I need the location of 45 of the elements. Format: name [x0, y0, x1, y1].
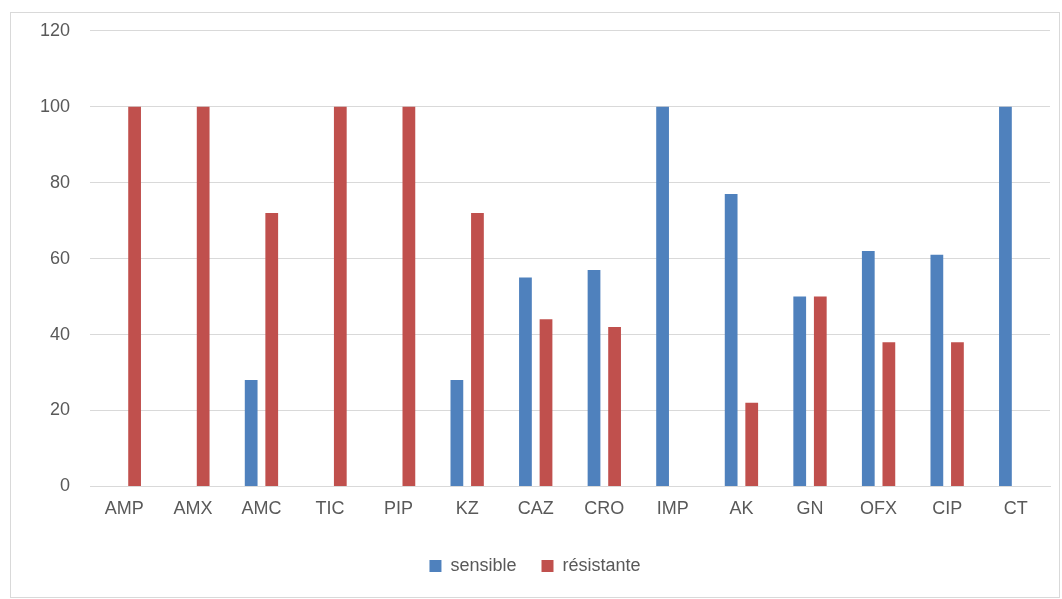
bar [450, 380, 464, 486]
y-tick-label: 60 [50, 247, 71, 268]
x-tick-label: IMP [656, 498, 689, 519]
x-tick-label: TIC [315, 498, 345, 519]
bar [724, 194, 738, 486]
bar [793, 296, 807, 486]
bar [930, 254, 944, 486]
legend-label: résistante [562, 554, 641, 575]
x-tick-label: GN [796, 498, 824, 519]
y-tick-label: 0 [60, 475, 71, 496]
bar [999, 106, 1012, 486]
y-tick-label: 120 [39, 19, 71, 40]
x-tick-label: OFX [860, 498, 898, 519]
bar [539, 319, 553, 486]
bar [813, 296, 827, 486]
y-tick-label: 100 [39, 95, 71, 116]
y-tick-label: 20 [50, 399, 71, 420]
bar [519, 277, 532, 486]
x-tick-label: CIP [932, 498, 963, 519]
legend-label: sensible [450, 554, 517, 575]
bar [882, 342, 896, 486]
x-tick-label: KZ [455, 498, 479, 519]
bar [861, 251, 875, 486]
bar [745, 402, 759, 486]
y-tick-label: 40 [50, 323, 71, 344]
x-tick-label: PIP [384, 498, 414, 519]
bar [608, 326, 621, 486]
bar [656, 106, 669, 486]
x-tick-label: CAZ [517, 498, 554, 519]
x-tick-label: AMC [241, 498, 282, 519]
bar [196, 106, 210, 486]
x-tick-label: CRO [584, 498, 625, 519]
bar [128, 106, 141, 486]
y-tick-label: 80 [50, 171, 71, 192]
x-tick-label: AMX [173, 498, 213, 519]
bar [333, 106, 347, 486]
bar [244, 380, 258, 486]
bar [265, 213, 279, 486]
x-tick-label: CT [1003, 498, 1028, 519]
bar [951, 342, 964, 486]
bar [471, 213, 484, 486]
x-tick-label: AK [729, 498, 754, 519]
bar [587, 269, 601, 486]
bar [402, 106, 416, 486]
x-tick-label: AMP [104, 498, 144, 519]
